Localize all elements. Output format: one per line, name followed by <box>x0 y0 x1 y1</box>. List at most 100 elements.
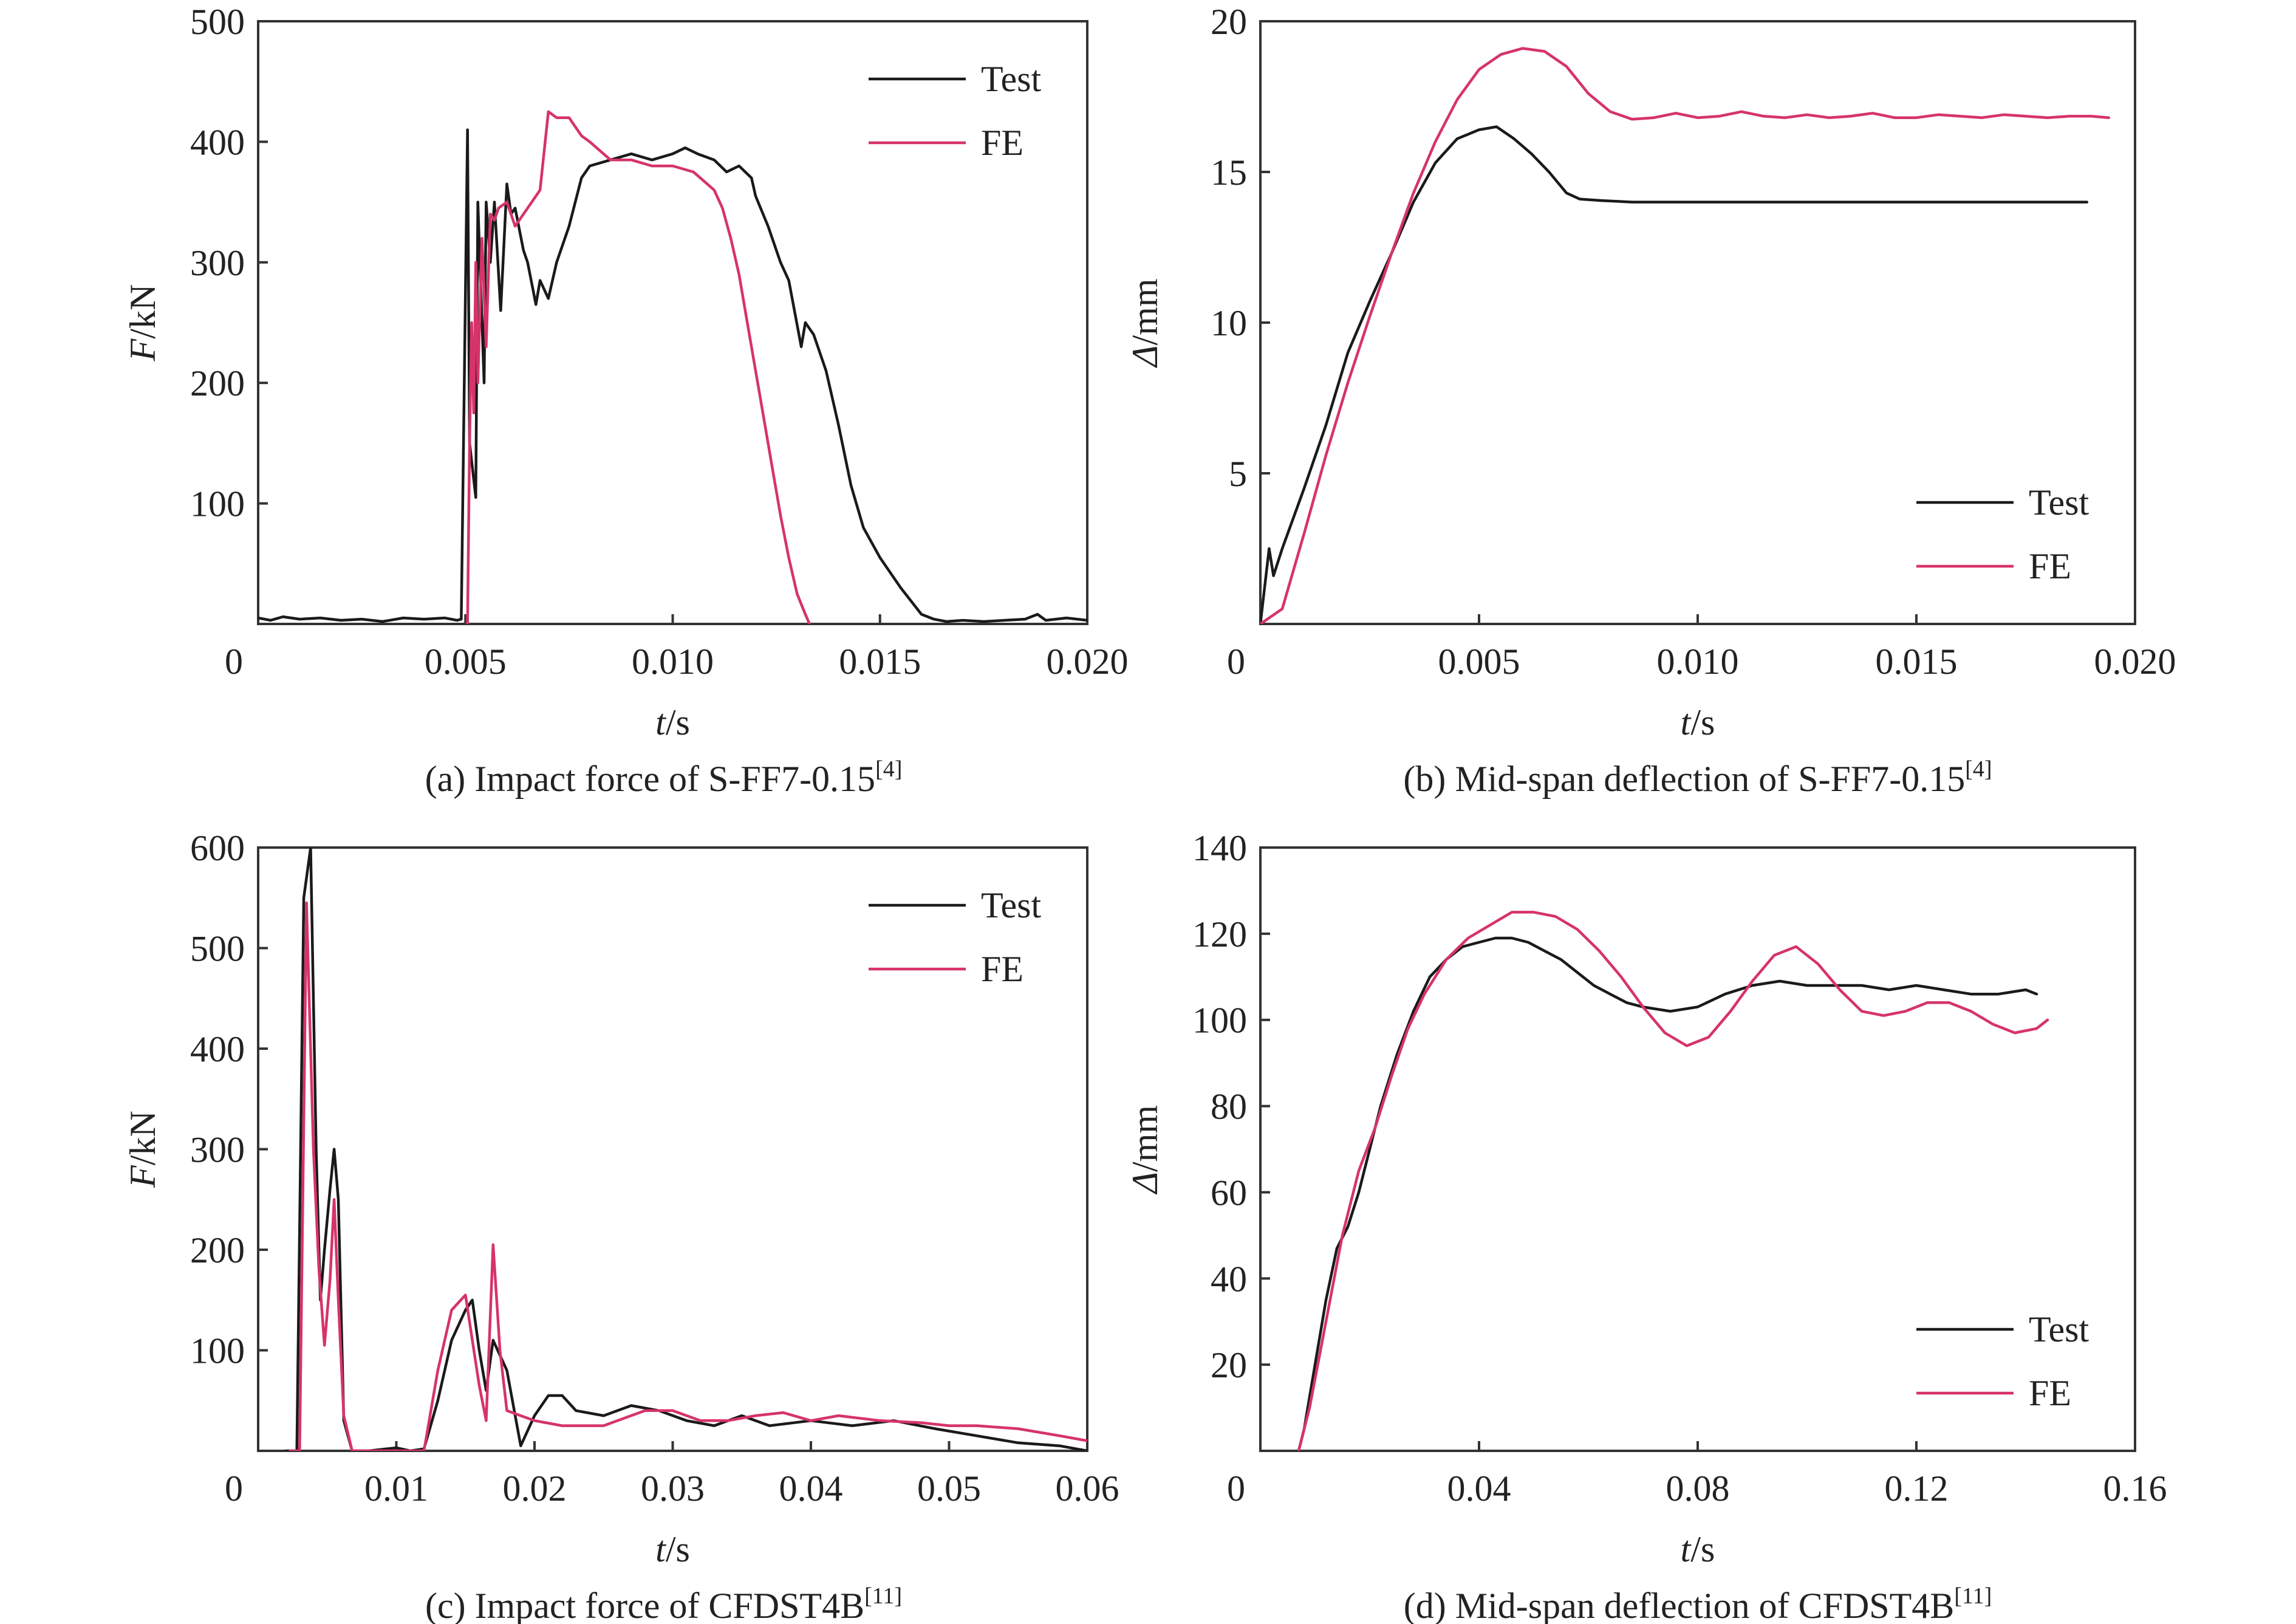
y-tick-label: 600 <box>190 828 245 868</box>
y-axis-label: Δ/mm <box>1125 1105 1165 1194</box>
y-tick-label: 80 <box>1211 1087 1247 1127</box>
x-tick-label: 0.005 <box>1438 642 1520 682</box>
legend-label-fe: FE <box>981 123 1023 163</box>
y-tick-label: 120 <box>1192 914 1247 954</box>
y-axis-label: F/kN <box>123 284 163 362</box>
y-tick-label: 200 <box>190 363 245 403</box>
panel-caption: (d) Mid-span deflection of CFDST4B[11] <box>1404 1583 1992 1624</box>
x-tick-label: 0.010 <box>1657 642 1739 682</box>
caption-reference: [11] <box>864 1583 902 1609</box>
x-axis-label: t/s <box>1681 1529 1715 1569</box>
y-tick-label: 100 <box>190 1331 245 1371</box>
x-tick-label: 0.08 <box>1666 1468 1730 1509</box>
y-tick-label: 300 <box>190 243 245 283</box>
panel-caption: (c) Impact force of CFDST4B[11] <box>425 1583 902 1624</box>
x-tick-label: 0 <box>225 1468 243 1509</box>
x-axis-symbol: t <box>1681 1529 1692 1569</box>
y-tick-label: 20 <box>1211 2 1247 42</box>
x-tick-label: 0 <box>1227 1468 1245 1509</box>
x-tick-label: 0.020 <box>2094 642 2176 682</box>
x-tick-label: 0.16 <box>2103 1468 2167 1509</box>
series-line-test <box>258 128 1087 623</box>
x-tick-label: 0.03 <box>641 1468 705 1509</box>
y-axis-label: Δ/mm <box>1125 278 1165 368</box>
chart-panel-c: 0 0.01 0.02 0.03 0.04 0.05 0.06 100 200 300 400 500… <box>123 828 1119 1624</box>
y-tick-label: 60 <box>1211 1173 1247 1213</box>
caption-text: (b) Mid-span deflection of S-FF7-0.15 <box>1403 759 1965 799</box>
y-tick-label: 10 <box>1211 303 1247 343</box>
x-tick-label: 0.12 <box>1885 1468 1949 1509</box>
caption-reference: [11] <box>1954 1583 1992 1609</box>
x-axis-unit: /s <box>1690 702 1715 742</box>
x-tick-label: 0.015 <box>839 642 921 682</box>
caption-reference: [4] <box>1965 756 1992 782</box>
y-axis-label: F/kN <box>123 1111 163 1188</box>
panel-caption: (a) Impact force of S-FF7-0.15[4] <box>425 756 903 799</box>
chart-panel-b: 0 0.005 0.010 0.015 0.020 5 10 15 20 t/s Δ/mm Test F… <box>1125 2 2176 799</box>
y-axis-unit: /kN <box>123 1111 163 1165</box>
y-axis-symbol: Δ <box>1125 345 1165 368</box>
x-axis-unit: /s <box>666 1529 690 1569</box>
legend-label-test: Test <box>981 885 1041 925</box>
y-tick-label: 500 <box>190 929 245 969</box>
x-tick-label: 0 <box>225 642 243 682</box>
x-axis-unit: /s <box>666 702 690 742</box>
y-tick-label: 15 <box>1211 152 1247 193</box>
caption-reference: [4] <box>875 756 902 782</box>
x-tick-label: 0.02 <box>503 1468 567 1509</box>
series-line-test <box>284 848 1087 1451</box>
plot-frame <box>257 20 1088 625</box>
x-axis-symbol: t <box>655 702 666 742</box>
x-tick-label: 0.005 <box>425 642 507 682</box>
caption-text: (c) Impact force of CFDST4B <box>425 1586 864 1624</box>
legend-label-test: Test <box>2029 1309 2089 1349</box>
y-tick-label: 400 <box>190 1029 245 1069</box>
x-axis-symbol: t <box>1681 702 1692 742</box>
caption-text: (d) Mid-span deflection of CFDST4B <box>1404 1586 1955 1624</box>
series-line-fe <box>1297 911 2049 1451</box>
y-axis-symbol: Δ <box>1125 1172 1165 1194</box>
legend-label-fe: FE <box>981 949 1023 989</box>
series-line-fe <box>466 110 811 624</box>
y-axis-symbol: F <box>123 338 163 361</box>
y-tick-label: 400 <box>190 122 245 162</box>
caption-text: (a) Impact force of S-FF7-0.15 <box>425 759 875 799</box>
y-tick-label: 20 <box>1211 1345 1247 1385</box>
x-axis-symbol: t <box>655 1529 666 1569</box>
y-tick-label: 500 <box>190 2 245 42</box>
x-axis-label: t/s <box>655 1529 690 1569</box>
legend-label-fe: FE <box>2029 546 2071 586</box>
panel-caption: (b) Mid-span deflection of S-FF7-0.15[4] <box>1403 756 1992 799</box>
y-axis-unit: /mm <box>1125 278 1165 345</box>
x-tick-label: 0.01 <box>364 1468 428 1509</box>
y-tick-label: 40 <box>1211 1259 1247 1299</box>
y-tick-label: 100 <box>190 484 245 524</box>
series-line-fe <box>289 901 1087 1451</box>
y-tick-label: 5 <box>1229 454 1247 494</box>
x-axis-label: t/s <box>655 702 690 742</box>
plot-frame <box>1259 20 2136 625</box>
y-axis-unit: /kN <box>123 284 163 339</box>
y-tick-label: 140 <box>1192 828 1247 868</box>
x-axis-label: t/s <box>1681 702 1715 742</box>
legend-label-test: Test <box>2029 482 2089 522</box>
y-tick-label: 100 <box>1192 1001 1247 1041</box>
x-tick-label: 0.010 <box>632 642 714 682</box>
legend-label-test: Test <box>981 59 1041 99</box>
x-axis-unit: /s <box>1690 1529 1715 1569</box>
y-tick-label: 200 <box>190 1230 245 1270</box>
legend-label-fe: FE <box>2029 1373 2071 1413</box>
series-line-test <box>1260 125 2089 624</box>
chart-panel-d: 0 0.04 0.08 0.12 0.16 20 40 60 80 100 120 140 t/s Δ/m… <box>1125 828 2167 1624</box>
x-tick-label: 0 <box>1227 642 1245 682</box>
x-tick-label: 0.020 <box>1047 642 1129 682</box>
x-tick-label: 0.015 <box>1876 642 1958 682</box>
chart-panel-a: 0 0.005 0.010 0.015 0.020 100 200 300 400 500 t/s F… <box>123 2 1129 799</box>
series-line-test <box>1297 936 2038 1451</box>
x-tick-label: 0.05 <box>917 1468 981 1509</box>
x-tick-label: 0.04 <box>779 1468 843 1509</box>
y-axis-symbol: F <box>123 1165 163 1188</box>
plot-frame <box>1259 846 2136 1452</box>
plot-frame <box>257 846 1088 1452</box>
